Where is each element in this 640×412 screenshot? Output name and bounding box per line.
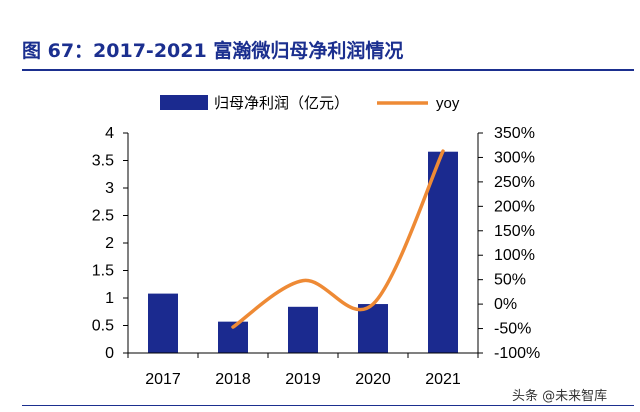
x-tick-label: 2018: [215, 371, 251, 388]
left-tick-label: 1: [105, 290, 114, 307]
title-divider: [22, 69, 634, 71]
legend-bar-label: 归母净利润（亿元）: [214, 95, 349, 112]
bar-2020: [358, 304, 388, 353]
right-tick-label: 250%: [494, 174, 535, 191]
x-tick-label: 2017: [145, 371, 181, 388]
left-tick-label: 3.5: [92, 153, 114, 170]
right-tick-label: 0%: [494, 296, 517, 313]
x-tick-label: 2020: [355, 371, 391, 388]
left-tick-label: 1.5: [92, 263, 114, 280]
bar-2017: [148, 293, 178, 353]
bar-2021: [428, 151, 458, 353]
right-tick-label: -50%: [494, 321, 531, 338]
x-tick-label: 2019: [285, 371, 321, 388]
right-tick-label: 100%: [494, 247, 535, 264]
right-tick-label: 300%: [494, 149, 535, 166]
left-tick-label: 2.5: [92, 208, 114, 225]
watermark-text: 头条 @未来智库: [512, 389, 608, 404]
footer-divider: [22, 405, 634, 406]
right-tick-label: 150%: [494, 223, 535, 240]
left-tick-label: 0: [105, 345, 114, 362]
right-tick-label: 50%: [494, 272, 526, 289]
left-tick-label: 2: [105, 235, 114, 252]
legend-bar-swatch: [160, 95, 208, 110]
right-tick-label: 200%: [494, 198, 535, 215]
left-tick-label: 0.5: [92, 318, 114, 335]
bar-2019: [288, 306, 318, 353]
x-tick-label: 2021: [425, 371, 461, 388]
left-tick-label: 4: [105, 125, 114, 142]
right-tick-label: 350%: [494, 125, 535, 142]
legend-line-label: yoy: [436, 95, 460, 112]
right-tick-label: -100%: [494, 345, 540, 362]
yoy-line: [231, 149, 445, 329]
figure-title: 图 67：2017-2021 富瀚微归母净利润情况: [22, 40, 404, 62]
left-tick-label: 3: [105, 180, 114, 197]
